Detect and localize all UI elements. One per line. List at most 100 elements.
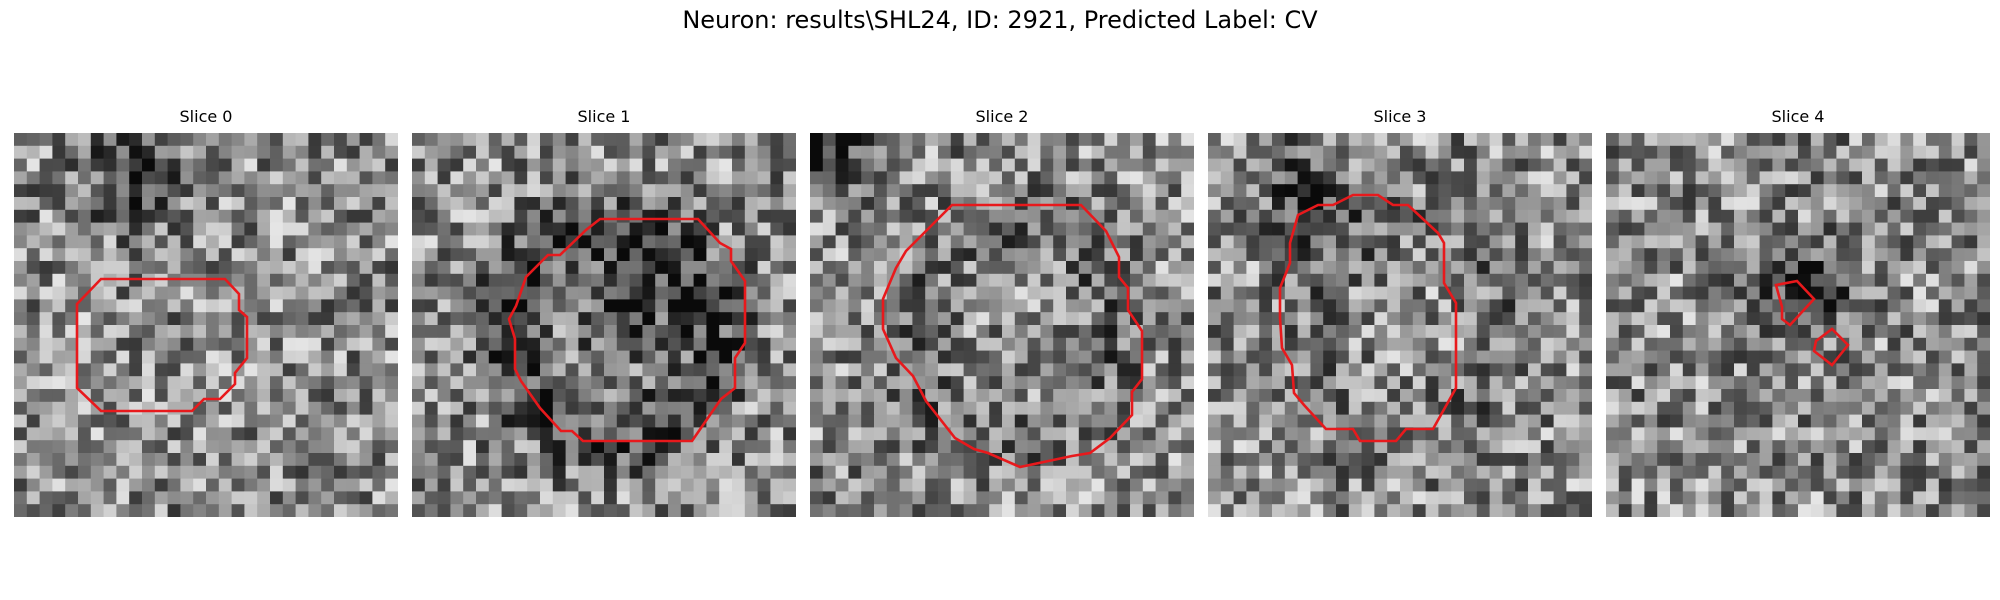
- image-pixel: [899, 133, 913, 147]
- image-pixel: [861, 248, 875, 262]
- image-pixel: [1836, 171, 1850, 185]
- image-pixel: [1053, 158, 1067, 172]
- image-pixel: [14, 337, 28, 352]
- image-pixel: [1977, 158, 1990, 172]
- image-pixel: [1515, 478, 1529, 492]
- image-pixel: [848, 235, 862, 249]
- image-pixel: [1618, 222, 1633, 236]
- image-pixel: [1746, 491, 1761, 505]
- image-pixel: [142, 504, 156, 517]
- image-pixel: [1606, 325, 1620, 339]
- image-pixel: [257, 261, 271, 275]
- image-pixel: [180, 337, 194, 352]
- image-pixel: [744, 363, 759, 377]
- image-pixel: [680, 440, 695, 454]
- image-pixel: [1682, 325, 1697, 339]
- image-pixel: [899, 440, 913, 454]
- image-pixel: [1476, 440, 1491, 454]
- image-pixel: [129, 145, 143, 160]
- image-pixel: [1053, 312, 1067, 326]
- image-pixel: [1926, 401, 1940, 416]
- image-pixel: [1644, 337, 1658, 352]
- image-pixel: [642, 363, 656, 377]
- image-pixel: [1810, 158, 1825, 172]
- image-pixel: [1631, 312, 1645, 326]
- image-pixel: [578, 491, 592, 505]
- image-pixel: [565, 145, 579, 160]
- image-pixel: [39, 286, 53, 300]
- image-pixel: [1579, 363, 1592, 377]
- image-pixel: [1900, 350, 1914, 364]
- image-pixel: [1400, 401, 1414, 416]
- image-pixel: [1759, 414, 1773, 428]
- image-pixel: [1464, 414, 1478, 428]
- image-pixel: [193, 312, 207, 326]
- image-pixel: [372, 209, 386, 224]
- image-pixel: [1926, 222, 1940, 236]
- image-pixel: [1400, 248, 1414, 262]
- image-pixel: [1323, 312, 1337, 326]
- image-pixel: [1142, 222, 1157, 236]
- image-pixel: [1540, 491, 1555, 505]
- image-pixel: [1708, 299, 1722, 313]
- image-pixel: [963, 286, 977, 300]
- image-pixel: [231, 491, 245, 505]
- image-pixel: [1168, 209, 1182, 224]
- image-pixel: [501, 133, 515, 147]
- image-pixel: [1938, 453, 1953, 467]
- image-pixel: [1977, 235, 1990, 249]
- image-pixel: [295, 286, 309, 300]
- image-pixel: [770, 235, 784, 249]
- image-pixel: [1823, 248, 1837, 262]
- image-pixel: [1874, 197, 1889, 211]
- image-pixel: [231, 389, 245, 403]
- image-pixel: [476, 504, 490, 517]
- image-pixel: [680, 337, 695, 352]
- image-pixel: [732, 465, 746, 480]
- image-pixel: [1425, 389, 1439, 403]
- image-pixel: [1208, 158, 1222, 172]
- image-pixel: [1310, 261, 1324, 275]
- image-pixel: [1091, 235, 1105, 249]
- image-pixel: [1887, 401, 1901, 416]
- image-pixel: [1464, 427, 1478, 441]
- image-pixel: [1155, 235, 1169, 249]
- image-pixel: [1272, 401, 1286, 416]
- image-pixel: [1657, 337, 1671, 352]
- image-pixel: [218, 376, 233, 390]
- image-pixel: [744, 133, 759, 147]
- image-pixel: [1810, 478, 1825, 492]
- image-pixel: [1721, 376, 1735, 390]
- image-pixel: [1708, 453, 1722, 467]
- image-pixel: [167, 325, 181, 339]
- image-pixel: [321, 235, 335, 249]
- image-pixel: [1451, 414, 1465, 428]
- image-pixel: [848, 273, 862, 288]
- image-pixel: [1272, 286, 1286, 300]
- image-pixel: [167, 222, 181, 236]
- image-pixel: [1220, 376, 1235, 390]
- image-pixel: [783, 209, 796, 224]
- image-pixel: [1091, 171, 1105, 185]
- image-pixel: [757, 286, 771, 300]
- image-pixel: [295, 337, 309, 352]
- image-pixel: [1233, 465, 1247, 480]
- image-pixel: [1566, 133, 1580, 147]
- image-pixel: [1502, 171, 1516, 185]
- image-pixel: [26, 273, 41, 288]
- image-pixel: [1631, 133, 1645, 147]
- image-pixel: [912, 197, 926, 211]
- image-pixel: [1002, 235, 1016, 249]
- image-pixel: [1553, 248, 1567, 262]
- image-pixel: [925, 209, 939, 224]
- image-pixel: [488, 235, 503, 249]
- image-pixel: [1476, 133, 1491, 147]
- image-pixel: [1117, 401, 1131, 416]
- image-pixel: [270, 414, 284, 428]
- image-pixel: [14, 222, 28, 236]
- image-pixel: [1900, 337, 1914, 352]
- image-pixel: [1361, 158, 1375, 172]
- image-pixel: [1938, 414, 1953, 428]
- image-pixel: [912, 133, 926, 147]
- image-pixel: [1695, 350, 1709, 364]
